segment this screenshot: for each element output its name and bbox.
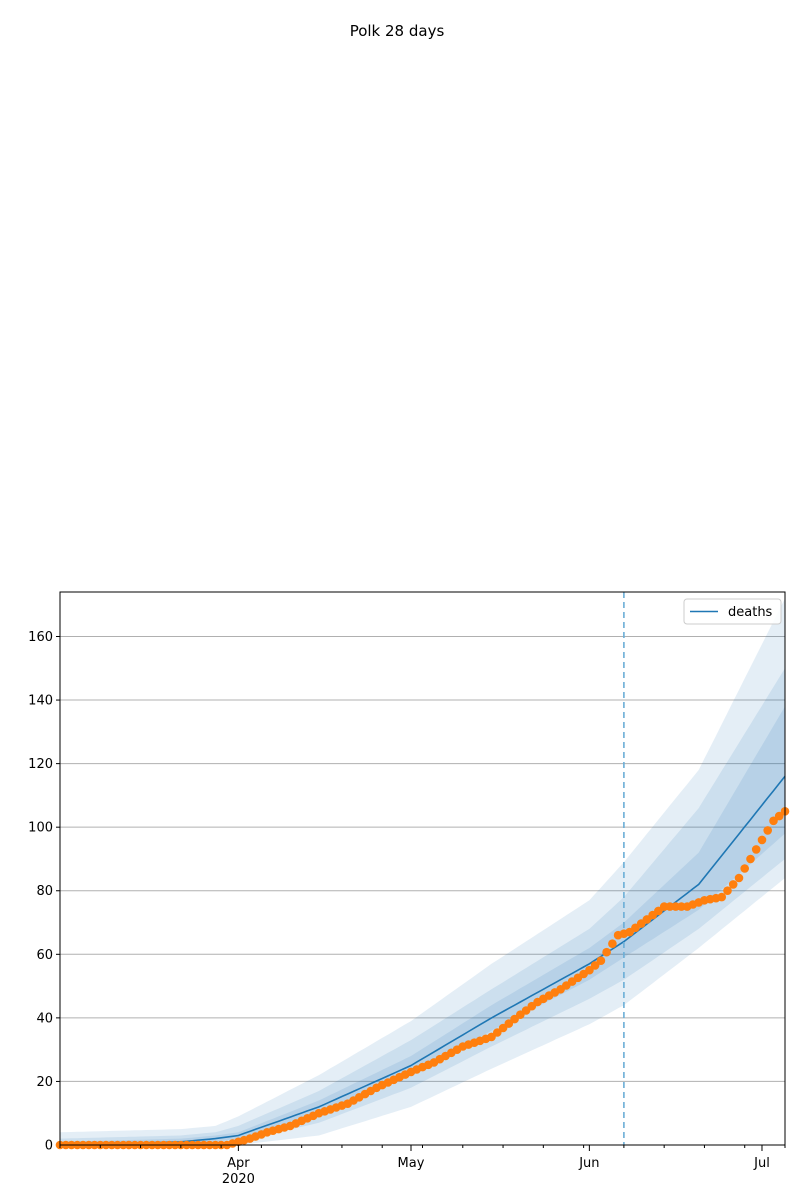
y-tick-label: 100	[28, 821, 53, 836]
observed-point	[717, 892, 726, 902]
observed-point	[740, 864, 749, 873]
observed-point	[493, 1028, 502, 1037]
observed-point	[585, 965, 594, 975]
y-tick-label: 80	[36, 884, 53, 899]
y-tick-label: 160	[28, 630, 53, 645]
observed-point	[746, 854, 755, 864]
y-tick-label: 20	[36, 1075, 53, 1090]
y-tick-label: 140	[28, 694, 53, 709]
observed-point	[723, 886, 732, 895]
overflow-mask	[0, 568, 800, 592]
observed-point	[728, 880, 738, 889]
overflow-mask	[0, 0, 800, 592]
y-tick-label: 0	[45, 1139, 53, 1154]
observed-point	[751, 845, 761, 854]
x-tick-label: 2020	[222, 1172, 255, 1187]
uncertainty-band	[60, 598, 785, 1145]
observed-point	[602, 947, 611, 957]
observed-point	[774, 811, 784, 821]
y-tick-label: 60	[36, 948, 53, 963]
observed-point	[769, 816, 778, 826]
observed-point	[596, 956, 606, 965]
legend-label: deaths	[728, 605, 773, 620]
observed-point	[504, 1019, 514, 1028]
observed-point	[608, 939, 617, 948]
legend-box	[683, 598, 782, 625]
x-tick-label: Jun	[578, 1156, 599, 1171]
uncertainty-band	[60, 668, 785, 1145]
y-tick-label: 40	[36, 1011, 53, 1026]
observed-point	[763, 826, 772, 835]
y-tick-label: 120	[28, 757, 53, 772]
observed-point	[757, 835, 767, 845]
x-tick-label: Apr	[227, 1156, 250, 1171]
x-tick-label: Jul	[753, 1156, 770, 1171]
observed-point	[590, 961, 600, 970]
observed-point	[734, 873, 744, 883]
x-tick-label: May	[398, 1156, 425, 1171]
chart-title: Polk 28 days	[350, 22, 445, 40]
